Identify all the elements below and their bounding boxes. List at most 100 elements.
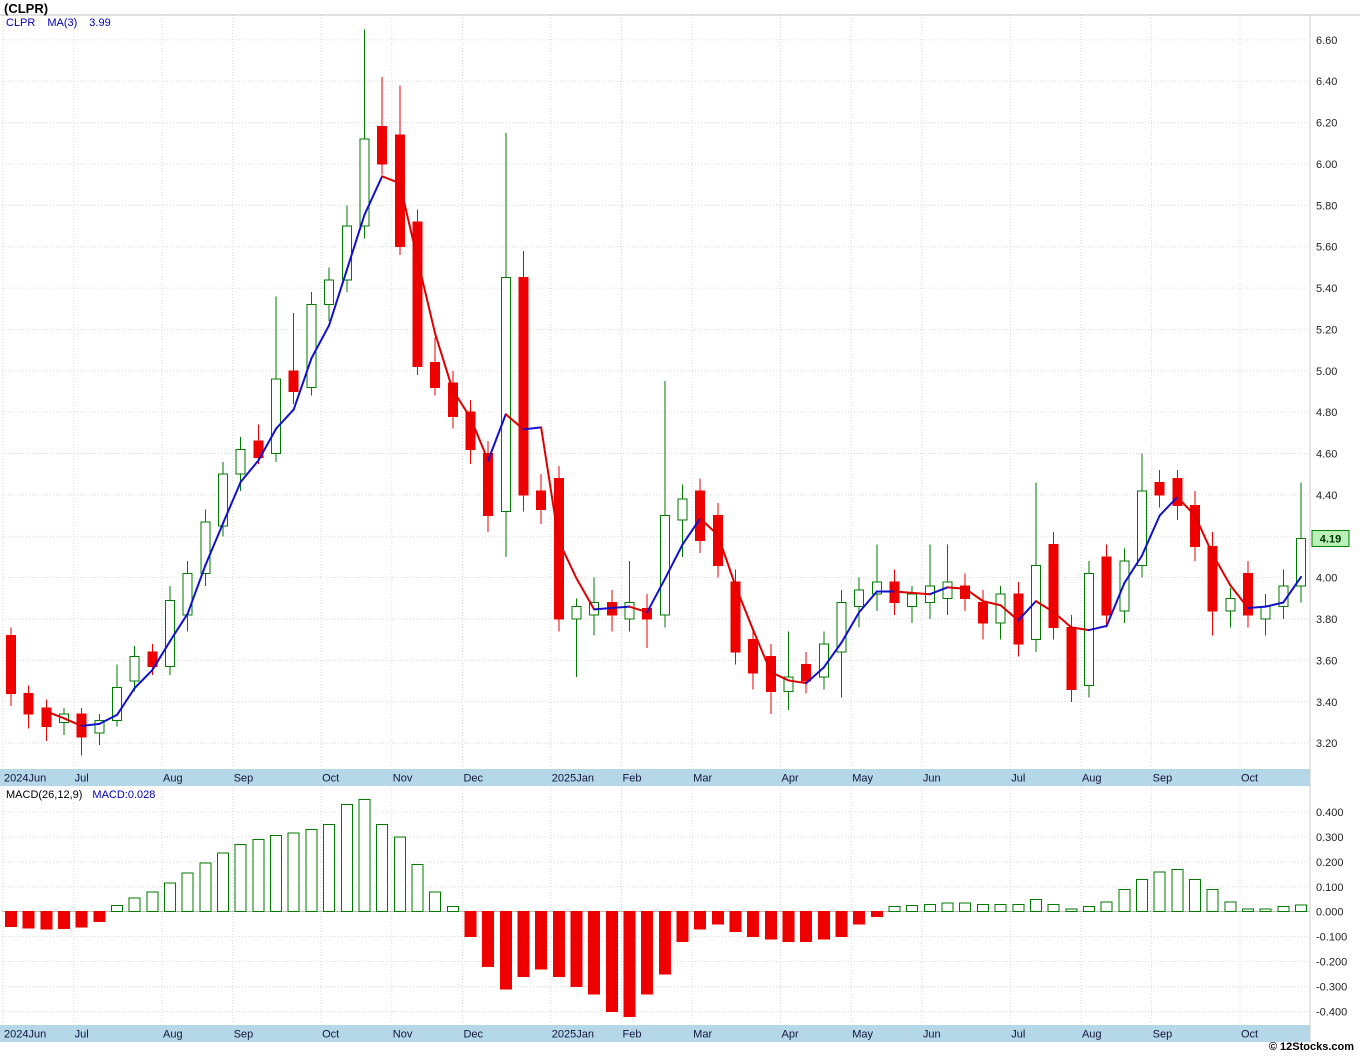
month-label: 2024Jun: [4, 773, 46, 785]
ma-segment: [1052, 611, 1073, 629]
ma-segment: [1264, 601, 1285, 608]
macd-bar: [994, 903, 1007, 913]
macd-bar: [1135, 878, 1148, 913]
price-tick-label: 4.80: [1316, 407, 1337, 419]
ma-segment: [787, 679, 808, 685]
macd-bar: [1277, 906, 1290, 913]
price-tick-label: 5.20: [1316, 324, 1337, 336]
candle-body: [129, 655, 140, 682]
ma-segment: [822, 641, 843, 669]
candle-body: [288, 370, 299, 393]
candle-body: [377, 126, 388, 165]
ma-segment: [681, 517, 702, 546]
ma-segment: [1211, 553, 1232, 587]
macd-bar: [623, 911, 636, 1018]
macd-tick-label: -0.200: [1316, 957, 1347, 969]
macd-bar: [464, 911, 477, 938]
ma-segment: [434, 332, 454, 392]
ma-segment: [151, 640, 172, 672]
ma-segment: [451, 389, 472, 419]
ma-segment: [257, 427, 278, 462]
ma-segment: [1193, 514, 1214, 556]
price-tick-label: 4.40: [1316, 490, 1337, 502]
macd-bars-layer: [2, 798, 1310, 1018]
candle-body: [1225, 597, 1236, 612]
ma-segment: [557, 540, 578, 580]
macd-bar: [340, 803, 353, 913]
candle-body: [1207, 546, 1218, 612]
macd-bar: [1224, 901, 1237, 913]
macd-bar: [517, 911, 530, 978]
month-label: Aug: [163, 773, 183, 785]
month-label: Dec: [463, 773, 483, 785]
macd-bar: [75, 911, 88, 928]
ma-segment: [946, 586, 967, 590]
ma-segment: [663, 543, 684, 581]
macd-bar: [411, 863, 424, 913]
macd-bar: [287, 832, 300, 913]
candle-body: [871, 581, 882, 595]
macd-bar: [570, 911, 583, 988]
macd-bar: [181, 872, 194, 913]
ma-segment: [381, 175, 401, 185]
ma-segment: [1140, 514, 1161, 557]
candle-body: [1136, 490, 1147, 566]
ma-segment: [928, 586, 949, 596]
candle-body: [394, 134, 405, 248]
macd-bar: [40, 911, 53, 930]
copyright-link[interactable]: © 12Stocks.com: [1268, 1041, 1354, 1053]
macd-bar: [393, 836, 406, 913]
ma-segment: [999, 604, 1020, 622]
candle-body: [165, 599, 176, 668]
macd-bar: [959, 902, 972, 913]
month-label: Apr: [782, 773, 799, 785]
price-tick-label: 5.60: [1316, 242, 1337, 254]
month-label: Aug: [1082, 773, 1102, 785]
candle-body: [500, 277, 511, 512]
ma-segment: [840, 611, 861, 644]
macd-bar: [976, 903, 989, 913]
ma-segment: [398, 182, 419, 261]
macd-bar: [694, 911, 707, 930]
macd-bar: [552, 911, 565, 978]
macd-tick-label: 0.100: [1316, 882, 1344, 894]
ma-segment: [239, 459, 260, 483]
ma-segment: [1105, 582, 1126, 627]
macd-bar: [605, 911, 618, 1013]
candle-body: [112, 686, 123, 721]
macd-bar: [853, 911, 866, 925]
macd-bar: [499, 911, 512, 990]
ma-segment: [716, 533, 737, 587]
macd-bar: [641, 911, 654, 995]
ma-segment: [98, 713, 119, 725]
macd-bar: [446, 906, 459, 913]
ma-segment: [575, 577, 596, 611]
candle-body: [147, 651, 158, 668]
macd-bar: [1295, 904, 1307, 913]
ma-value: 3.99: [89, 17, 111, 29]
candle-body: [23, 693, 34, 715]
price-tick-label: 6.20: [1316, 118, 1337, 130]
ma-segment: [1034, 600, 1055, 614]
month-label: Jul: [1011, 773, 1025, 785]
macd-legend: MACD(26,12,9) MACD:0.028: [6, 789, 155, 801]
candle-body: [907, 593, 918, 608]
candle-body: [695, 490, 706, 541]
month-label: Nov: [393, 1029, 413, 1041]
macd-bar: [1206, 888, 1219, 913]
macd-bar: [888, 906, 901, 913]
macd-bar: [923, 903, 936, 913]
price-tick-label: 3.60: [1316, 655, 1337, 667]
candle-body: [783, 676, 794, 692]
ma-segment: [522, 426, 543, 431]
candle-body: [677, 498, 688, 521]
ma-segment: [893, 590, 914, 594]
macd-bar: [376, 823, 389, 913]
ma-segment: [1176, 496, 1196, 517]
ma-segment: [345, 213, 366, 272]
macd-bar: [164, 882, 177, 913]
price-tick-label: 5.80: [1316, 200, 1337, 212]
candle-body: [218, 473, 229, 527]
month-label: Aug: [1082, 1029, 1102, 1041]
